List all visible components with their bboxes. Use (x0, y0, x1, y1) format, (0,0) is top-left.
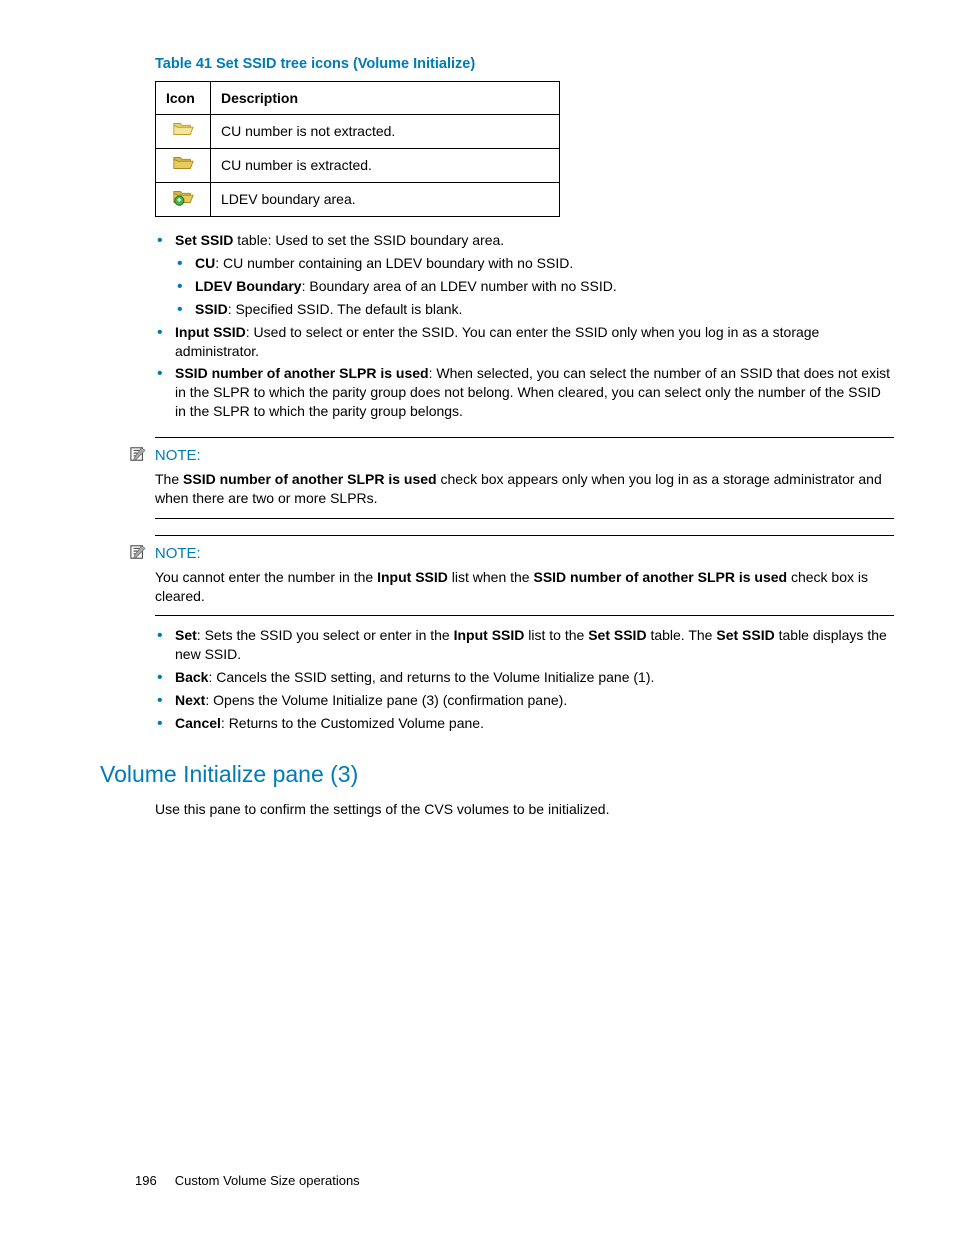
list-item: Set: Sets the SSID you select or enter i… (155, 626, 894, 664)
text: : Returns to the Customized Volume pane. (221, 715, 484, 731)
note-label: NOTE: (155, 544, 201, 564)
list-item: Next: Opens the Volume Initialize pane (… (155, 691, 894, 710)
table-header-row: Icon Description (156, 81, 560, 115)
row-desc: LDEV boundary area. (211, 183, 560, 217)
col-icon: Icon (156, 81, 211, 115)
table-row: CU number is not extracted. (156, 115, 560, 149)
folder-open-dark-icon (156, 149, 211, 183)
text: : Boundary area of an LDEV number with n… (302, 278, 617, 294)
list-item: SSID number of another SLPR is used: Whe… (155, 364, 894, 421)
term: Back (175, 669, 208, 685)
note-body: The SSID number of another SLPR is used … (155, 470, 894, 508)
divider (155, 615, 894, 616)
note-icon (129, 544, 147, 565)
icon-table: Icon Description CU number is not extrac… (155, 81, 560, 218)
term: Input SSID (377, 569, 448, 585)
term: Input SSID (454, 627, 525, 643)
term: SSID number of another SLPR is used (533, 569, 787, 585)
note-block-2: NOTE: You cannot enter the number in the… (155, 535, 894, 617)
list-item: SSID: Specified SSID. The default is bla… (175, 300, 894, 319)
text: list to the (524, 627, 588, 643)
section-heading: Volume Initialize pane (3) (100, 759, 904, 790)
divider (155, 535, 894, 536)
term: Set SSID (588, 627, 646, 643)
section-body: Use this pane to confirm the settings of… (155, 800, 904, 819)
list-item: Back: Cancels the SSID setting, and retu… (155, 668, 894, 687)
col-desc: Description (211, 81, 560, 115)
term: Cancel (175, 715, 221, 731)
main-content: Table 41 Set SSID tree icons (Volume Ini… (155, 55, 894, 733)
folder-badge-icon (156, 183, 211, 217)
bullet-list-2: Set: Sets the SSID you select or enter i… (155, 626, 894, 732)
bullet-list-1: Set SSID table: Used to set the SSID bou… (155, 231, 894, 421)
text: The (155, 471, 183, 487)
term: SSID number of another SLPR is used (175, 365, 429, 381)
text: : Cancels the SSID setting, and returns … (208, 669, 654, 685)
row-desc: CU number is not extracted. (211, 115, 560, 149)
term: Set (175, 627, 197, 643)
text: You cannot enter the number in the (155, 569, 377, 585)
row-desc: CU number is extracted. (211, 149, 560, 183)
note-label: NOTE: (155, 446, 201, 466)
table-row: CU number is extracted. (156, 149, 560, 183)
table-caption: Table 41 Set SSID tree icons (Volume Ini… (155, 55, 894, 75)
list-item: CU: CU number containing an LDEV boundar… (175, 254, 894, 273)
term: Set SSID (175, 232, 233, 248)
text: list when the (448, 569, 534, 585)
term: LDEV Boundary (195, 278, 302, 294)
text: : Specified SSID. The default is blank. (228, 301, 463, 317)
folder-open-light-icon (156, 115, 211, 149)
term: SSID number of another SLPR is used (183, 471, 437, 487)
list-item: Input SSID: Used to select or enter the … (155, 323, 894, 361)
term: SSID (195, 301, 228, 317)
note-body: You cannot enter the number in the Input… (155, 568, 894, 606)
table-row: LDEV boundary area. (156, 183, 560, 217)
list-item: LDEV Boundary: Boundary area of an LDEV … (175, 277, 894, 296)
divider (155, 437, 894, 438)
list-item: Set SSID table: Used to set the SSID bou… (155, 231, 894, 319)
text: : Sets the SSID you select or enter in t… (197, 627, 454, 643)
page-number: 196 (135, 1172, 157, 1190)
term: Input SSID (175, 324, 246, 340)
sub-list: CU: CU number containing an LDEV boundar… (175, 254, 894, 319)
term: Next (175, 692, 205, 708)
note-block-1: NOTE: The SSID number of another SLPR is… (155, 437, 894, 519)
text: : Opens the Volume Initialize pane (3) (… (205, 692, 567, 708)
footer-title: Custom Volume Size operations (175, 1173, 360, 1188)
text: table: Used to set the SSID boundary are… (233, 232, 504, 248)
term: CU (195, 255, 215, 271)
note-icon (129, 446, 147, 467)
list-item: Cancel: Returns to the Customized Volume… (155, 714, 894, 733)
term: Set SSID (716, 627, 774, 643)
text: : CU number containing an LDEV boundary … (215, 255, 573, 271)
divider (155, 518, 894, 519)
text: : Used to select or enter the SSID. You … (175, 324, 819, 359)
page-footer: 196 Custom Volume Size operations (50, 1172, 904, 1190)
text: table. The (647, 627, 717, 643)
